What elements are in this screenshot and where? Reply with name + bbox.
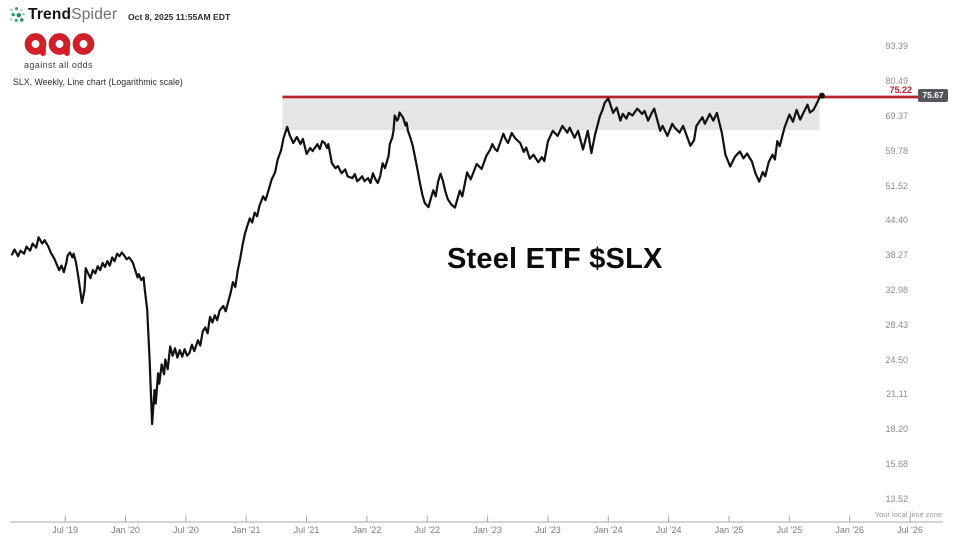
x-tick-label: Jan '24 — [593, 525, 623, 535]
x-tick-label: Jul '22 — [414, 525, 441, 535]
x-tick-label: Jan '20 — [111, 525, 140, 535]
y-tick-label: 15.68 — [885, 458, 908, 469]
x-tick-label: Jan '26 — [835, 525, 865, 535]
chart-overlay-title: Steel ETF $SLX — [447, 243, 663, 275]
timezone-note: Your local time zone — [874, 510, 942, 519]
consolidation-zone — [282, 98, 820, 131]
trendspider-spider-icon — [10, 7, 25, 22]
chart-descriptor: SLX, Weekly, Line chart (Logarithmic sca… — [13, 77, 183, 87]
x-tick-label: Jul '24 — [655, 525, 682, 535]
chart-timestamp: Oct 8, 2025 11:55AM EDT — [128, 12, 231, 22]
against-all-odds-logo-icon — [24, 33, 95, 56]
x-tick-label: Jul '21 — [293, 525, 320, 535]
x-tick-label: Jul '20 — [172, 525, 199, 535]
y-tick-label: 32.98 — [885, 284, 908, 295]
x-tick-label: Jan '25 — [714, 525, 744, 535]
y-tick-label: 21.11 — [886, 389, 908, 400]
brand-trend: Trend — [28, 6, 72, 23]
resistance-price-label: 75.22 — [889, 85, 912, 96]
brand-spider: Spider — [71, 6, 118, 23]
y-tick-label: 44.40 — [885, 215, 908, 226]
y-tick-label: 24.50 — [885, 354, 908, 365]
x-tick-label: Jul '26 — [897, 525, 923, 535]
trendspider-logo: TrendSpider — [28, 6, 117, 24]
x-tick-label: Jan '21 — [231, 525, 261, 535]
y-tick-label: 80.49 — [885, 76, 908, 87]
x-tick-label: Jul '25 — [776, 525, 803, 535]
y-tick-label: 51.52 — [885, 180, 908, 191]
y-tick-label: 28.43 — [885, 319, 908, 330]
against-all-odds-tagline: against all odds — [24, 60, 93, 70]
last-price-dot — [818, 92, 825, 99]
x-tick-label: Jul '23 — [535, 525, 561, 535]
last-price-badge: 75.67 — [918, 89, 948, 103]
price-line-series — [10, 94, 823, 426]
y-tick-label: 18.20 — [885, 424, 908, 435]
x-tick-label: Jan '23 — [473, 525, 502, 535]
y-tick-label: 38.27 — [885, 250, 908, 261]
y-tick-label: 93.39 — [885, 41, 908, 52]
y-tick-label: 13.52 — [885, 493, 908, 504]
y-tick-label: 59.78 — [885, 145, 908, 156]
x-tick-label: Jul '19 — [52, 525, 78, 535]
x-tick-label: Jan '22 — [352, 525, 382, 535]
y-tick-label: 69.37 — [885, 110, 908, 121]
